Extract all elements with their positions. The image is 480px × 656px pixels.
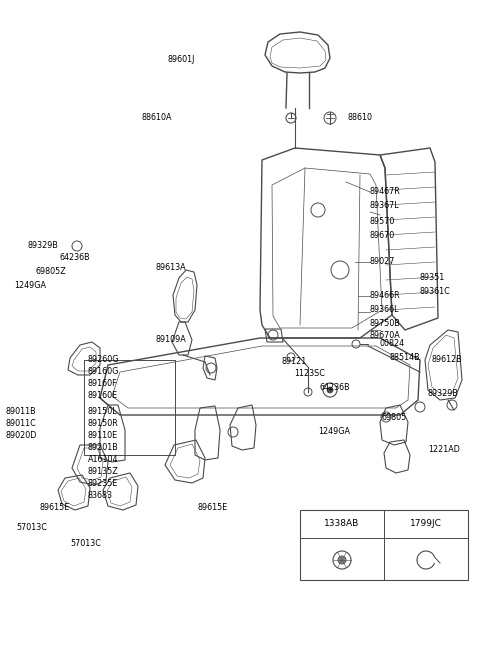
Text: 89011C: 89011C <box>6 419 37 428</box>
Text: 89260G: 89260G <box>88 356 120 365</box>
Circle shape <box>327 387 333 393</box>
Text: 88610: 88610 <box>348 113 373 123</box>
Text: 89160F: 89160F <box>88 380 118 388</box>
Text: 89615E: 89615E <box>198 504 228 512</box>
Text: 1338AB: 1338AB <box>324 520 360 529</box>
Text: 57013C: 57013C <box>16 523 47 533</box>
Text: 88514B: 88514B <box>390 354 420 363</box>
Text: 89367L: 89367L <box>370 201 400 209</box>
Text: 00824: 00824 <box>380 340 405 348</box>
Text: 89109A: 89109A <box>156 335 187 344</box>
Text: 89467R: 89467R <box>370 188 401 197</box>
Text: 89351: 89351 <box>420 274 445 283</box>
Text: 89601J: 89601J <box>168 56 195 64</box>
Text: 89670A: 89670A <box>370 331 401 340</box>
Text: 1249GA: 1249GA <box>318 428 350 436</box>
Text: 89235E: 89235E <box>88 480 119 489</box>
Text: 89466R: 89466R <box>370 291 401 300</box>
Text: 88610A: 88610A <box>142 113 172 123</box>
Text: 89011B: 89011B <box>6 407 36 417</box>
Text: 89366L: 89366L <box>370 304 399 314</box>
Text: 89150L: 89150L <box>88 407 118 417</box>
Text: 89612B: 89612B <box>432 356 463 365</box>
Text: 89135Z: 89135Z <box>88 468 119 476</box>
Bar <box>300 510 468 580</box>
Text: 57013C: 57013C <box>70 539 101 548</box>
Text: A16104: A16104 <box>88 455 119 464</box>
Text: 89570: 89570 <box>370 218 396 226</box>
Text: 89121: 89121 <box>282 358 307 367</box>
Text: 89329B: 89329B <box>428 390 459 398</box>
Text: 1249GA: 1249GA <box>14 281 46 291</box>
Text: 64236B: 64236B <box>60 253 91 262</box>
Circle shape <box>338 556 346 564</box>
Text: 1123SC: 1123SC <box>294 369 325 379</box>
Text: 1221AD: 1221AD <box>428 445 460 455</box>
Text: 89750B: 89750B <box>370 319 401 327</box>
Text: 89361C: 89361C <box>420 287 451 295</box>
Text: 89160E: 89160E <box>88 392 118 401</box>
Text: 89160G: 89160G <box>88 367 120 377</box>
Text: 89670: 89670 <box>370 230 395 239</box>
Text: 89027: 89027 <box>370 258 396 266</box>
Text: 89020D: 89020D <box>6 432 37 440</box>
Text: 64236B: 64236B <box>320 384 350 392</box>
Text: 89329B: 89329B <box>28 241 59 251</box>
Text: 89613A: 89613A <box>155 262 186 272</box>
Text: 89110E: 89110E <box>88 432 118 440</box>
Text: 83683: 83683 <box>88 491 113 501</box>
Text: 1799JC: 1799JC <box>410 520 442 529</box>
Bar <box>84 360 175 455</box>
Text: 69805Z: 69805Z <box>36 268 67 276</box>
Text: 89201B: 89201B <box>88 443 119 453</box>
Text: 89615E: 89615E <box>40 504 70 512</box>
Text: 69805: 69805 <box>382 413 407 422</box>
Text: 89150R: 89150R <box>88 419 119 428</box>
